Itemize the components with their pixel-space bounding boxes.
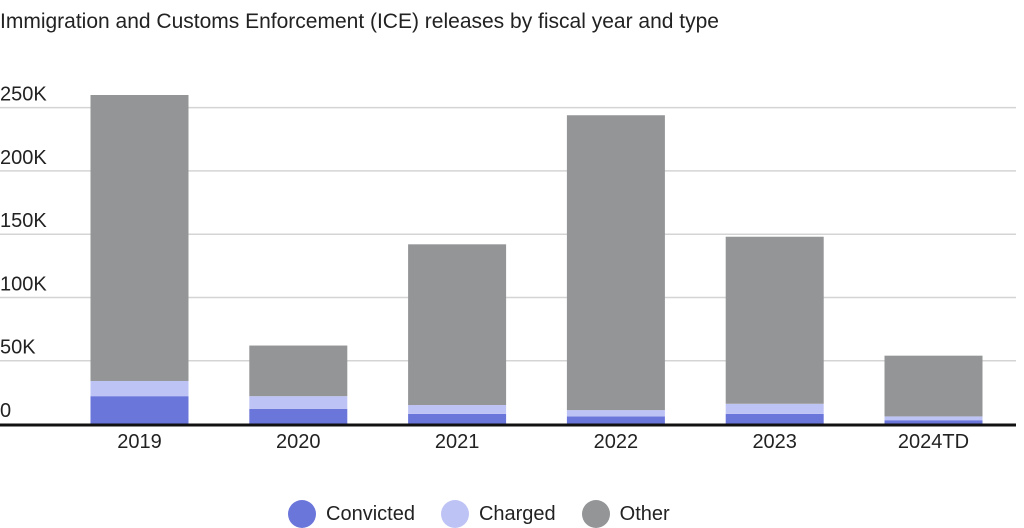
bar-convicted-2024td <box>884 420 983 424</box>
bar-convicted-2020 <box>249 408 348 424</box>
x-tick-label: 2021 <box>435 431 480 453</box>
y-tick-label: 250K <box>0 84 47 106</box>
grid-lines <box>0 106 1016 362</box>
chart-title: Immigration and Customs Enforcement (ICE… <box>0 10 719 33</box>
bar-other-2024td <box>884 355 983 417</box>
bar-convicted-2019 <box>90 396 189 424</box>
bar-other-2019 <box>90 95 189 381</box>
legend-swatch-charged <box>440 500 469 528</box>
bar-charged-2022 <box>566 410 665 417</box>
chart-plot: 0 50K 100K 150K 200K 250K 2019 2020 2021 2022 202… <box>0 84 1016 453</box>
bar-convicted-2023 <box>725 413 824 424</box>
legend-item-charged: Charged <box>440 500 556 528</box>
legend-swatch-other <box>581 500 610 528</box>
bar-charged-2023 <box>725 403 824 414</box>
bar-other-2020 <box>249 345 348 397</box>
legend-label-charged: Charged <box>478 502 556 525</box>
legend-label-other: Other <box>619 502 670 525</box>
bar-convicted-2022 <box>566 416 665 424</box>
bar-charged-2019 <box>90 380 189 397</box>
bar-charged-2020 <box>249 396 348 409</box>
x-axis-ticks: 2019 2020 2021 2022 2023 2024TD <box>117 431 969 453</box>
x-tick-label: 2020 <box>276 431 321 453</box>
x-tick-label: 2022 <box>594 431 639 453</box>
legend-swatch-convicted <box>288 500 316 528</box>
y-tick-label: 0 <box>0 400 11 422</box>
legend-label-convicted: Convicted <box>326 502 415 525</box>
legend: Convicted Charged Other <box>288 500 670 528</box>
x-tick-label: 2023 <box>752 431 797 453</box>
bar-other-2021 <box>408 244 507 406</box>
y-tick-label: 200K <box>0 147 47 169</box>
y-axis-ticks: 0 50K 100K 150K 200K 250K <box>0 84 47 422</box>
y-tick-label: 100K <box>0 273 47 295</box>
y-tick-label: 150K <box>0 210 47 232</box>
legend-item-convicted: Convicted <box>288 500 415 528</box>
y-tick-label: 50K <box>0 337 36 359</box>
x-tick-label: 2019 <box>117 431 162 453</box>
bar-other-2023 <box>725 236 824 404</box>
bar-convicted-2021 <box>408 413 507 424</box>
legend-item-other: Other <box>581 500 670 528</box>
bars <box>90 95 983 424</box>
bar-charged-2024td <box>884 416 983 421</box>
bar-other-2022 <box>566 115 665 411</box>
x-tick-label: 2024TD <box>898 431 969 453</box>
bar-charged-2021 <box>408 405 507 414</box>
